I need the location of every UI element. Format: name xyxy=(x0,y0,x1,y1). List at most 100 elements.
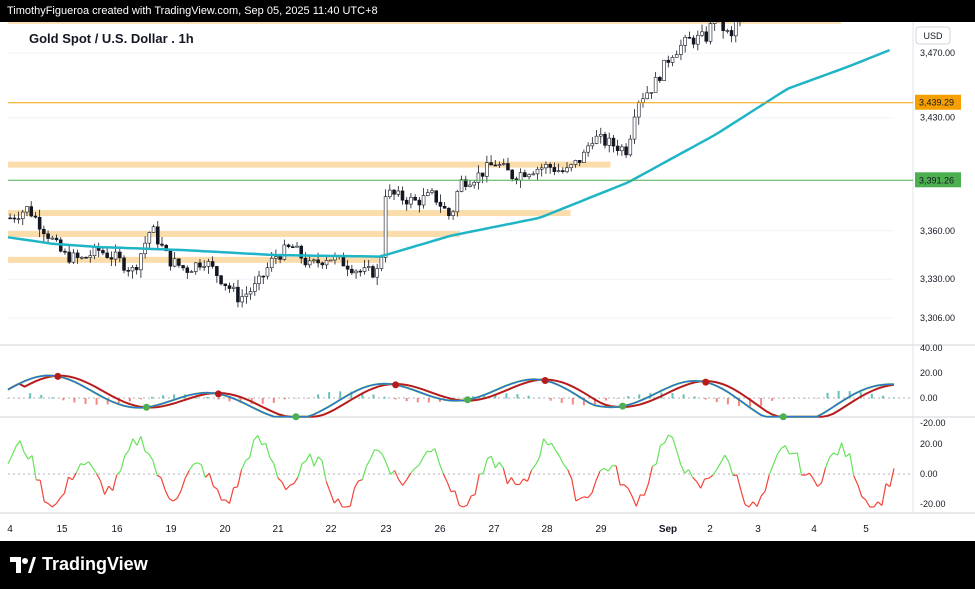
candle-body-up xyxy=(362,267,367,272)
candle xyxy=(628,134,633,157)
tradingview-logo[interactable]: TradingView xyxy=(10,554,148,575)
candle xyxy=(489,155,493,166)
candle-body-up xyxy=(383,196,388,258)
candle-body-down xyxy=(160,243,164,246)
candle-body-down xyxy=(658,77,662,81)
oscillator2-segment xyxy=(776,448,782,455)
candle xyxy=(658,75,662,83)
oscillator2-segment xyxy=(257,435,263,445)
candle-body-up xyxy=(426,192,430,196)
oscillator2-segment xyxy=(889,468,895,487)
candle xyxy=(366,259,371,271)
candle-body-up xyxy=(708,23,713,42)
oscillator2-segment xyxy=(228,487,235,504)
oscillator2-segment xyxy=(881,483,887,506)
oscillator2-segment xyxy=(857,484,863,497)
candle-body-down xyxy=(42,228,46,235)
oscillator2-segment xyxy=(418,457,424,466)
oscillator2-segment xyxy=(494,461,500,469)
crossover-dot xyxy=(142,403,150,411)
candle xyxy=(556,163,561,173)
oscillator1-histogram-bar xyxy=(527,395,530,399)
oscillator1-histogram-bar xyxy=(128,398,131,402)
oscillator1-histogram-bar xyxy=(571,398,574,405)
oscillator2-segment xyxy=(438,461,444,474)
oscillator2-segment xyxy=(824,457,831,468)
candle-body-down xyxy=(404,199,409,205)
oscillator2-segment xyxy=(208,473,214,487)
candle xyxy=(299,244,304,264)
oscillator2-segment xyxy=(647,466,653,485)
candle-body-up xyxy=(468,184,472,187)
candle xyxy=(721,22,725,39)
oscillator2-segment xyxy=(446,481,452,492)
candle xyxy=(160,237,164,248)
oscillator1-histogram-bar xyxy=(7,398,9,399)
oscillator2-segment xyxy=(675,449,682,465)
oscillator2-segment xyxy=(640,494,645,496)
candle xyxy=(396,186,401,197)
candle-body-up xyxy=(388,189,392,198)
oscillator2-segment xyxy=(116,470,122,476)
oscillator2-segment xyxy=(11,446,17,456)
candle-body-down xyxy=(400,190,405,201)
candle-body-up xyxy=(641,98,645,103)
oscillator1-histogram-bar xyxy=(40,395,43,399)
oscillator2-segment xyxy=(63,476,69,494)
candle xyxy=(206,258,211,274)
oscillator1-histogram-bar xyxy=(206,396,209,399)
oscillator1-histogram-bar xyxy=(461,398,464,399)
oscillator2-segment xyxy=(712,469,718,476)
oscillator1-histogram-bar xyxy=(317,394,320,399)
candle xyxy=(645,86,649,100)
candle-body-up xyxy=(396,190,401,195)
oscillator2-segment xyxy=(587,492,593,499)
oscillator2-segment xyxy=(148,453,154,461)
oscillator2-segment xyxy=(124,450,130,457)
oscillator2-segment xyxy=(414,464,420,469)
oscillator2-segment xyxy=(253,435,259,441)
candle xyxy=(88,250,93,263)
oscillator1-histogram-bar xyxy=(704,398,707,400)
crossover-dot xyxy=(464,396,472,404)
oscillator2-segment xyxy=(559,456,565,465)
oscillator2-segment xyxy=(696,481,702,489)
candle-body-up xyxy=(670,56,675,63)
oscillator2-segment xyxy=(620,484,625,486)
candle-body-down xyxy=(729,30,734,37)
oscillator1-histogram-bar xyxy=(715,398,718,403)
oscillator2-segment xyxy=(120,455,126,471)
candle xyxy=(240,289,244,308)
oscillator1-tick-label: 20.00 xyxy=(920,368,943,378)
oscillator2-segment xyxy=(680,463,686,474)
candle xyxy=(615,139,620,156)
oscillator2-segment xyxy=(623,484,629,489)
candle xyxy=(80,256,84,260)
currency-button[interactable]: USD xyxy=(915,26,951,45)
candle xyxy=(33,212,38,219)
candle-body-down xyxy=(227,285,232,289)
chart-canvas[interactable]: 3,550.003,510.003,470.003,430.003,360.00… xyxy=(0,22,975,541)
candle xyxy=(548,162,552,174)
oscillator2-segment xyxy=(184,470,190,479)
candle xyxy=(139,253,143,278)
candle-body-down xyxy=(210,261,215,267)
oscillator2-segment xyxy=(346,505,351,508)
oscillator2-segment xyxy=(450,490,456,493)
oscillator2-segment xyxy=(458,504,464,508)
oscillator2-segment xyxy=(193,462,198,465)
candle-body-up xyxy=(409,196,413,205)
candle-body-up xyxy=(653,77,658,93)
oscillator2-segment xyxy=(845,453,851,458)
candle-body-up xyxy=(253,283,257,292)
oscillator2-segment xyxy=(635,494,641,507)
oscillator2-segment xyxy=(442,472,448,482)
candle xyxy=(480,172,485,184)
time-axis-label: 29 xyxy=(595,524,607,535)
candle xyxy=(598,127,603,144)
time-axis-label: 27 xyxy=(488,524,500,535)
candle-body-down xyxy=(278,256,282,260)
candle-body-down xyxy=(168,250,173,267)
candle-body-up xyxy=(193,262,198,272)
support-resistance-zone xyxy=(8,210,571,217)
